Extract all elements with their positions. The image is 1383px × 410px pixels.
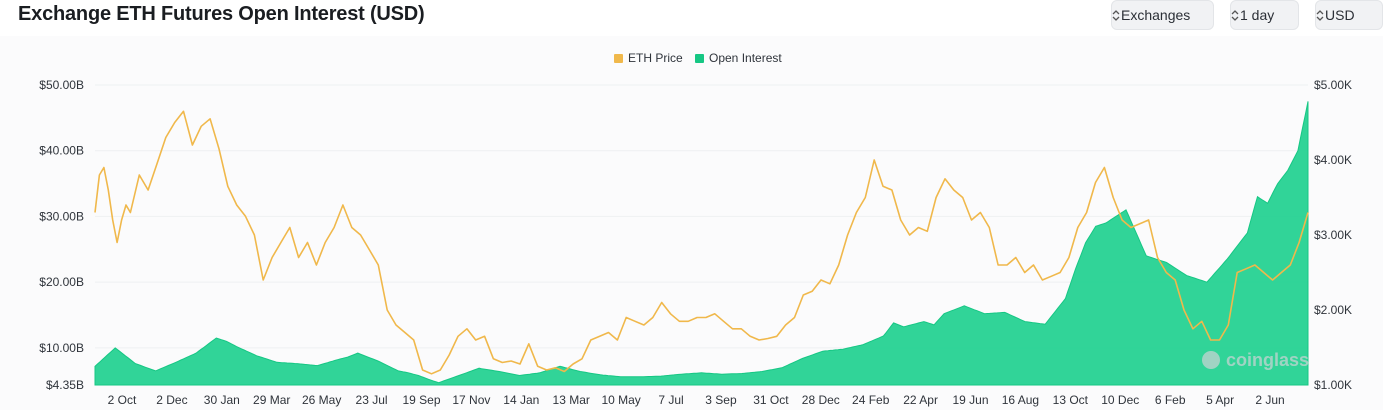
x-tick-label: 10 May (601, 393, 640, 407)
x-tick-label: 24 Feb (852, 393, 890, 407)
x-tick-label: 7 Jul (658, 393, 683, 407)
currency-select-label: USD (1325, 7, 1355, 23)
x-tick-label: 16 Aug (1002, 393, 1039, 407)
x-tick-label: 5 Apr (1206, 393, 1234, 407)
interval-select[interactable]: 1 day (1230, 0, 1299, 30)
interval-select-label: 1 day (1240, 7, 1275, 23)
y-right-tick-label: $2.00K (1314, 303, 1352, 317)
x-tick-label: 6 Feb (1155, 393, 1186, 407)
y-right-tick-label: $1.00K (1314, 378, 1352, 392)
y-left-tick-label: $20.00B (39, 275, 84, 289)
x-tick-label: 17 Nov (452, 393, 490, 407)
eth-price-line[interactable] (94, 110, 1309, 375)
chart-title: Exchange ETH Futures Open Interest (USD) (18, 3, 425, 25)
legend-swatch-eth-price (614, 54, 623, 63)
y-left-tick-label: $40.00B (39, 144, 84, 158)
x-tick-label: 30 Jan (204, 393, 240, 407)
currency-select[interactable]: USD (1315, 0, 1383, 30)
x-tick-label: 26 May (302, 393, 341, 407)
x-tick-label: 3 Sep (705, 393, 737, 407)
chevron-updown-icon (1112, 10, 1120, 21)
y-right-tick-label: $3.00K (1314, 228, 1352, 242)
x-tick-label: 13 Mar (553, 393, 590, 407)
legend-label-open-interest: Open Interest (709, 51, 782, 65)
chevron-updown-icon (1316, 10, 1324, 21)
x-tick-label: 22 Apr (903, 393, 938, 407)
open-interest-area[interactable] (94, 101, 1309, 386)
watermark-text: coinglass (1226, 350, 1309, 370)
x-tick-label: 2 Oct (108, 393, 137, 407)
chevron-updown-icon (1231, 10, 1239, 21)
x-tick-label: 29 Mar (253, 393, 290, 407)
x-tick-label: 23 Jul (356, 393, 388, 407)
y-right-tick-label: $4.00K (1314, 153, 1352, 167)
x-tick-label: 2 Jun (1255, 393, 1284, 407)
x-tick-label: 19 Sep (402, 393, 440, 407)
watermark: coinglass (1202, 350, 1309, 370)
chart-svg[interactable]: $50.00B $40.00B $30.00B $20.00B $10.00B $4.35… (0, 36, 1383, 410)
x-tick-label: 28 Dec (802, 393, 840, 407)
x-tick-label: 31 Oct (753, 393, 789, 407)
legend-swatch-open-interest (695, 54, 704, 63)
y-right-tick-label: $5.00K (1314, 78, 1352, 92)
y-left-tick-label: $10.00B (39, 341, 84, 355)
exchanges-select[interactable]: Exchanges (1111, 0, 1214, 30)
legend-label-eth-price: ETH Price (628, 51, 683, 65)
x-tick-label: 10 Dec (1101, 393, 1139, 407)
x-tick-label: 14 Jan (503, 393, 539, 407)
coinglass-logo-icon (1202, 351, 1220, 369)
legend: ETH Price Open Interest (614, 51, 782, 65)
y-left-tick-label: $50.00B (39, 78, 84, 92)
exchanges-select-label: Exchanges (1121, 7, 1191, 23)
x-tick-label: 2 Dec (156, 393, 187, 407)
x-tick-label: 19 Jun (953, 393, 989, 407)
x-tick-label: 13 Oct (1053, 393, 1089, 407)
chart-area[interactable]: $50.00B $40.00B $30.00B $20.00B $10.00B $4.35… (0, 36, 1383, 410)
y-left-tick-label: $4.35B (46, 378, 84, 392)
y-left-tick-label: $30.00B (39, 209, 84, 223)
